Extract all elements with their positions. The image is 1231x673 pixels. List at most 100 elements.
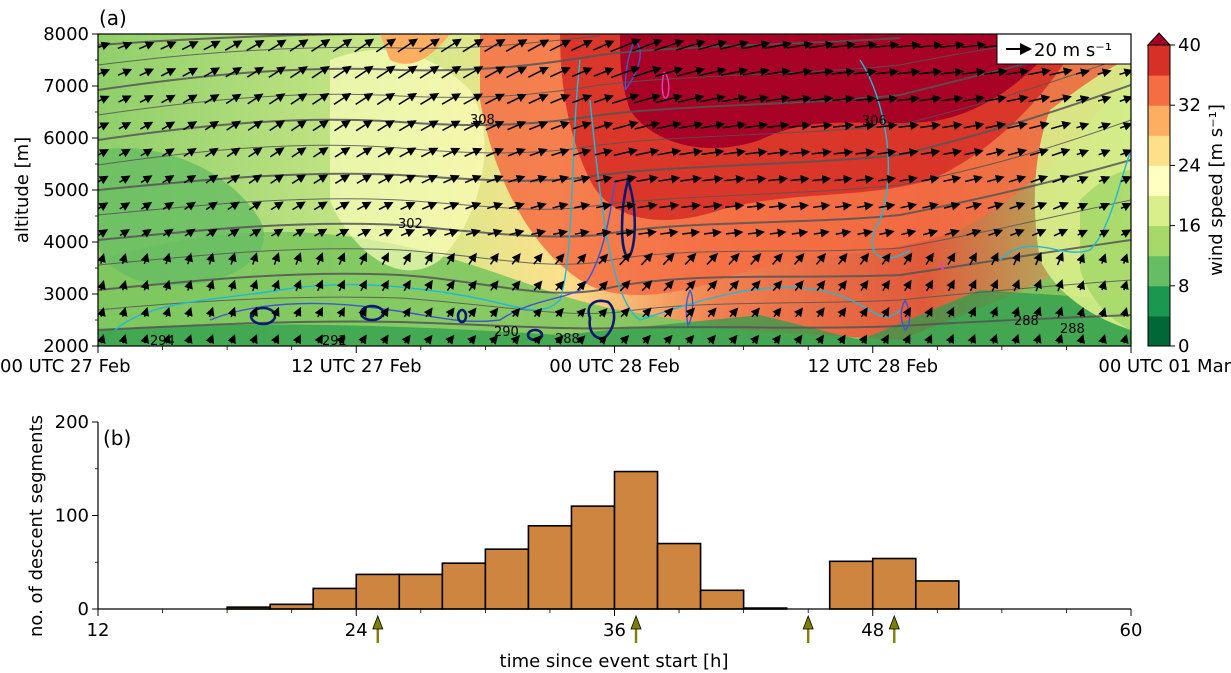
wind-arrow <box>662 252 675 266</box>
wind-arrow <box>183 147 197 157</box>
quiver-key: 20 m s⁻¹ <box>996 34 1131 65</box>
panel-a: (a) <box>0 6 1231 377</box>
wind-arrow <box>1076 307 1085 318</box>
wind-arrow <box>422 228 438 238</box>
wind-arrow <box>573 148 592 157</box>
wind-arrow <box>1098 253 1107 264</box>
wind-arrow <box>311 65 330 79</box>
x-tick-label: 48 <box>861 620 884 641</box>
x-tick-label: 60 <box>1120 620 1143 641</box>
wind-arrow <box>312 147 329 158</box>
wind-arrow <box>1098 149 1111 158</box>
wind-arrow <box>420 120 439 132</box>
wind-arrow <box>315 252 324 265</box>
wind-arrow <box>507 147 526 157</box>
wind-arrow <box>728 280 739 292</box>
wind-arrow <box>859 307 868 318</box>
wind-arrow <box>119 229 130 238</box>
wind-arrow <box>356 174 373 184</box>
wind-arrow <box>1008 174 1027 184</box>
x-tick-label: 00 UTC 28 Feb <box>549 356 680 377</box>
wind-arrow <box>750 252 762 265</box>
wind-arrow <box>898 148 919 158</box>
panel-b: (b) 0 100 200 12 24 36 48 60 no. of descent se… <box>26 412 1142 672</box>
wind-arrow <box>679 147 703 157</box>
wind-arrow <box>1077 229 1088 238</box>
wind-arrow <box>855 148 876 158</box>
wind-arrow <box>377 147 395 158</box>
wind-arrow <box>247 120 264 131</box>
wind-arrow <box>925 252 934 265</box>
wind-arrow <box>528 93 549 104</box>
wind-arrow <box>551 174 570 184</box>
wind-arrow <box>857 228 873 238</box>
wind-arrow <box>832 94 855 104</box>
wind-arrow <box>743 67 770 77</box>
wind-arrow <box>270 228 284 238</box>
wind-arrow <box>293 252 302 265</box>
wind-arrow <box>1076 175 1089 185</box>
wind-arrow <box>141 228 152 238</box>
wind-arrow <box>598 308 608 318</box>
wind-arrow <box>746 174 767 184</box>
wind-arrow <box>835 228 852 238</box>
wind-arrow <box>769 228 787 238</box>
wind-arrow <box>750 334 760 345</box>
wind-arrow <box>720 39 749 50</box>
colorbar-segment <box>1148 105 1170 136</box>
event-markers <box>372 614 900 643</box>
wind-arrow <box>311 39 331 52</box>
wind-arrow <box>375 38 397 53</box>
y-tick-label: 0 <box>78 599 89 620</box>
wind-arrow <box>162 252 172 265</box>
wind-arrow <box>765 67 792 77</box>
wind-arrow <box>226 120 242 131</box>
wind-arrow <box>767 148 789 158</box>
wind-arrow <box>1031 228 1047 238</box>
wind-arrow <box>768 201 788 211</box>
wind-arrow <box>140 175 153 184</box>
wind-arrow <box>530 201 547 211</box>
wind-arrow <box>610 38 641 53</box>
wind-arrow <box>1075 68 1090 78</box>
wind-arrow <box>161 148 175 157</box>
wind-arrow <box>508 174 526 184</box>
wind-arrow <box>747 201 766 211</box>
wind-arrow <box>881 252 891 265</box>
wind-arrow <box>811 148 832 158</box>
wind-arrow <box>837 307 847 318</box>
wind-arrow <box>268 66 286 79</box>
wind-arrow <box>140 279 150 291</box>
wind-arrow <box>815 334 825 345</box>
wind-arrow <box>442 120 461 132</box>
wind-arrow <box>528 120 549 131</box>
wind-arrow <box>837 253 848 265</box>
wind-arrow <box>986 174 1005 184</box>
colorbar-tick-label: 0 <box>1178 336 1189 357</box>
wind-arrow <box>963 121 985 131</box>
wind-arrow <box>677 93 705 103</box>
contour-label: 292 <box>322 334 347 349</box>
wind-arrow <box>897 94 920 104</box>
wind-arrow <box>642 307 652 318</box>
wind-arrow <box>794 280 804 292</box>
wind-arrow <box>961 40 987 50</box>
wind-arrow <box>533 280 543 291</box>
wind-arrow <box>707 280 718 292</box>
wind-arrow <box>505 39 528 52</box>
contour-label: 290 <box>494 325 519 340</box>
wind-arrow <box>463 120 483 131</box>
wind-arrow <box>139 68 155 77</box>
wind-arrow <box>1120 280 1129 291</box>
wind-arrow <box>967 333 976 344</box>
wind-arrow <box>117 68 133 77</box>
wind-arrow <box>205 201 218 211</box>
panel-b-ylabel: no. of descent segments <box>26 415 47 637</box>
wind-arrow <box>593 67 615 77</box>
wind-arrow <box>549 39 572 52</box>
wind-arrow <box>401 334 411 345</box>
wind-arrow <box>663 280 674 292</box>
wind-arrow <box>941 94 964 104</box>
wind-arrow <box>1007 121 1028 130</box>
wind-arrow <box>896 40 922 50</box>
